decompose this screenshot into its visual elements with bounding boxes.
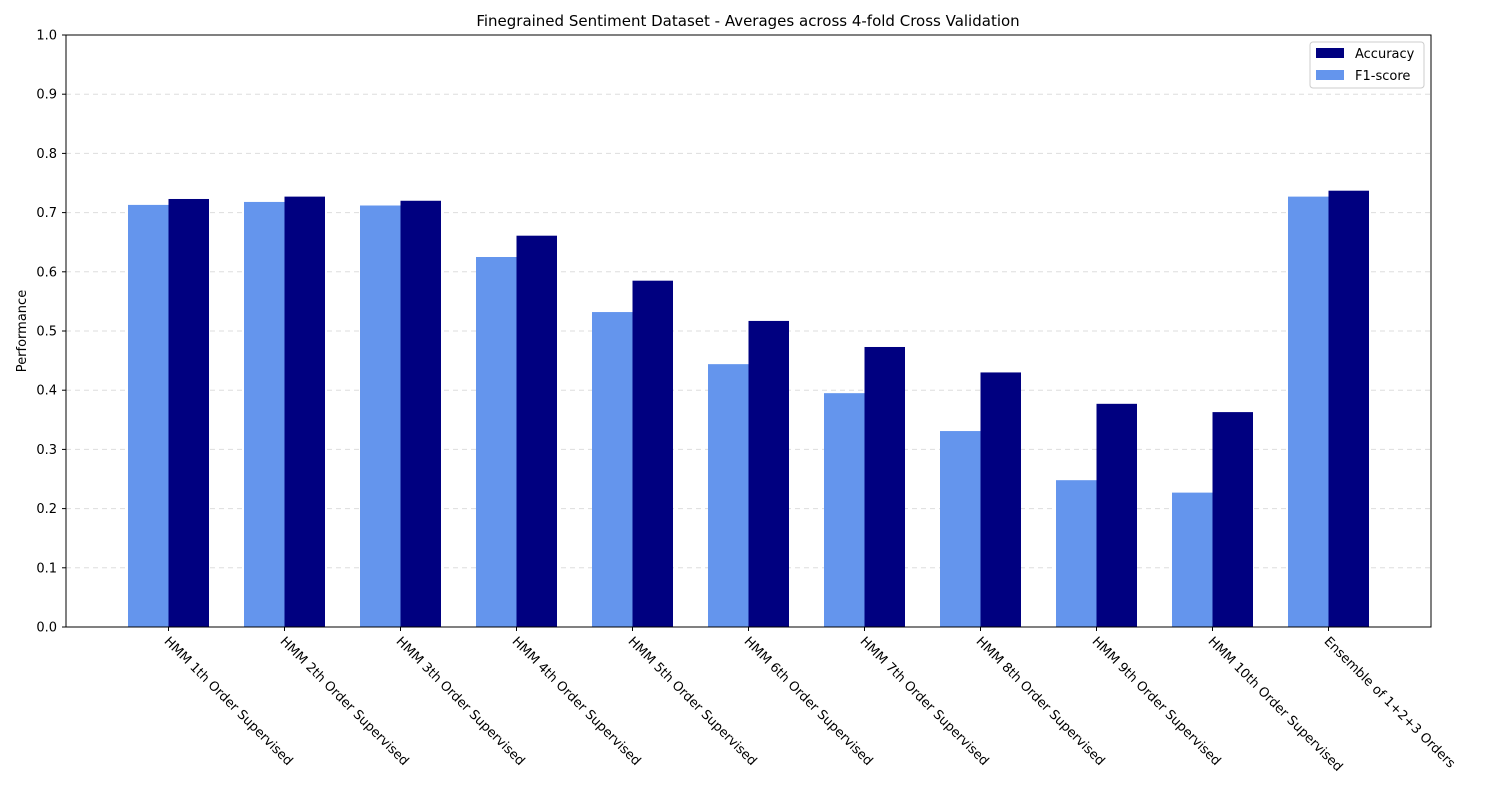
bar-accuracy — [980, 372, 1021, 627]
bar-f1-score — [592, 312, 633, 627]
bar-f1-score — [940, 431, 981, 627]
bar-f1-score — [824, 393, 865, 627]
y-tick-label: 0.2 — [36, 502, 57, 517]
legend: Accuracy F1-score — [1309, 41, 1425, 89]
bar-f1-score — [244, 201, 285, 627]
x-tick-label: HMM 3th Order Supervised — [393, 634, 528, 769]
x-tick-label: HMM 9th Order Supervised — [1089, 634, 1224, 769]
x-tick-label: Ensemble of 1+2+3 Orders — [1321, 634, 1458, 771]
bar-accuracy — [864, 346, 905, 627]
y-tick-label: 0.3 — [36, 443, 57, 458]
y-axis-label: Performance — [15, 290, 30, 372]
x-tick-label: HMM 2th Order Supervised — [277, 634, 412, 769]
y-tick-label: 0.4 — [36, 384, 57, 399]
y-tick-label: 0.7 — [36, 206, 57, 221]
bar-accuracy — [168, 198, 209, 627]
bar-accuracy — [1328, 190, 1369, 628]
bar-accuracy — [1096, 403, 1137, 627]
y-tick-label: 0.5 — [36, 325, 57, 340]
x-tick-label: HMM 10th Order Supervised — [1205, 634, 1346, 775]
bars — [128, 190, 1369, 628]
bar-f1-score — [360, 205, 401, 627]
legend-swatch-accuracy — [1316, 48, 1344, 58]
bar-accuracy — [1212, 412, 1253, 627]
y-tick-label: 0.8 — [36, 147, 57, 162]
bar-f1-score — [128, 204, 169, 628]
bar-f1-score — [1172, 492, 1213, 627]
y-tick-label: 1.0 — [36, 29, 57, 44]
bar-f1-score — [1288, 196, 1329, 627]
x-tick-label: HMM 4th Order Supervised — [509, 634, 644, 769]
y-tick-label: 0.1 — [36, 561, 57, 576]
y-tick-label: 0.6 — [36, 265, 57, 280]
y-tick-label: 0.9 — [36, 88, 57, 103]
x-tick-label: HMM 7th Order Supervised — [857, 634, 992, 769]
legend-label-f1-score: F1-score — [1355, 69, 1410, 84]
bar-f1-score — [1056, 480, 1097, 627]
x-tick-label: HMM 8th Order Supervised — [973, 634, 1108, 769]
bar-accuracy — [632, 280, 673, 627]
bar-f1-score — [708, 364, 749, 627]
y-axis-ticks: 0.0 0.1 0.2 0.3 0.4 0.5 0.6 0.7 0.8 0.9 1.0 — [36, 29, 66, 636]
bar-accuracy — [748, 320, 789, 627]
bar-accuracy — [284, 196, 325, 627]
bar-accuracy — [516, 235, 557, 628]
chart-title: Finegrained Sentiment Dataset - Averages… — [476, 12, 1019, 30]
x-tick-label: HMM 1th Order Supervised — [161, 634, 296, 769]
x-tick-label: HMM 6th Order Supervised — [741, 634, 876, 769]
x-tick-label: HMM 5th Order Supervised — [625, 634, 760, 769]
legend-swatch-f1-score — [1316, 70, 1344, 80]
bar-f1-score — [476, 257, 517, 627]
legend-label-accuracy: Accuracy — [1355, 47, 1415, 62]
bar-accuracy — [400, 200, 441, 627]
y-tick-label: 0.0 — [36, 621, 57, 636]
